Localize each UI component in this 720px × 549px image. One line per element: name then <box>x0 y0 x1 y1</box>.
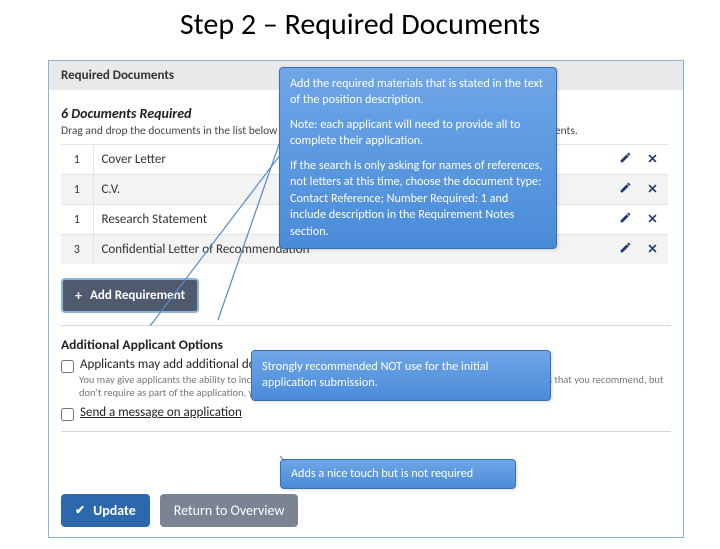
callout-mid-text: Strongly recommended NOT use for the ini… <box>262 359 488 390</box>
delete-icon[interactable] <box>644 183 658 197</box>
divider <box>61 325 671 326</box>
callout-bottom-text: Adds a nice touch but is not required <box>291 466 473 481</box>
return-button[interactable]: Return to Overview <box>160 494 299 527</box>
edit-icon[interactable] <box>618 211 632 225</box>
doc-count: 3 <box>61 235 93 265</box>
callout-bottom: Adds a nice touch but is not required <box>280 459 516 489</box>
update-button[interactable]: ✔ Update <box>61 494 150 527</box>
slide-title: Step 2 – Required Documents <box>0 0 720 47</box>
edit-icon[interactable] <box>618 241 632 255</box>
add-requirement-button[interactable]: + Add Requirement <box>61 278 199 313</box>
footer-buttons: ✔ Update Return to Overview <box>61 494 298 527</box>
callout-main-p1: Add the required materials that is state… <box>290 76 546 109</box>
delete-icon[interactable] <box>644 153 658 167</box>
callout-mid: Strongly recommended NOT use for the ini… <box>251 350 551 401</box>
doc-count: 1 <box>61 175 93 205</box>
update-label: Update <box>93 502 136 519</box>
label-send-message: Send a message on application <box>80 405 242 420</box>
doc-count: 1 <box>61 145 93 175</box>
delete-icon[interactable] <box>644 243 658 257</box>
callout-main: Add the required materials that is state… <box>279 67 557 249</box>
checkbox-add-documents[interactable] <box>61 360 74 373</box>
divider-2 <box>61 431 671 432</box>
option-send-message: Send a message on application <box>49 403 683 421</box>
check-icon: ✔ <box>75 503 85 518</box>
add-requirement-label: Add Requirement <box>90 288 185 303</box>
edit-icon[interactable] <box>618 181 632 195</box>
delete-icon[interactable] <box>644 213 658 227</box>
callout-main-p3: If the search is only asking for names o… <box>290 158 546 240</box>
doc-count: 1 <box>61 205 93 235</box>
callout-main-p2: Note: each applicant will need to provid… <box>290 117 546 150</box>
checkbox-send-message[interactable] <box>61 408 74 421</box>
plus-icon: + <box>75 287 82 304</box>
return-label: Return to Overview <box>174 502 285 519</box>
edit-icon[interactable] <box>618 151 632 165</box>
